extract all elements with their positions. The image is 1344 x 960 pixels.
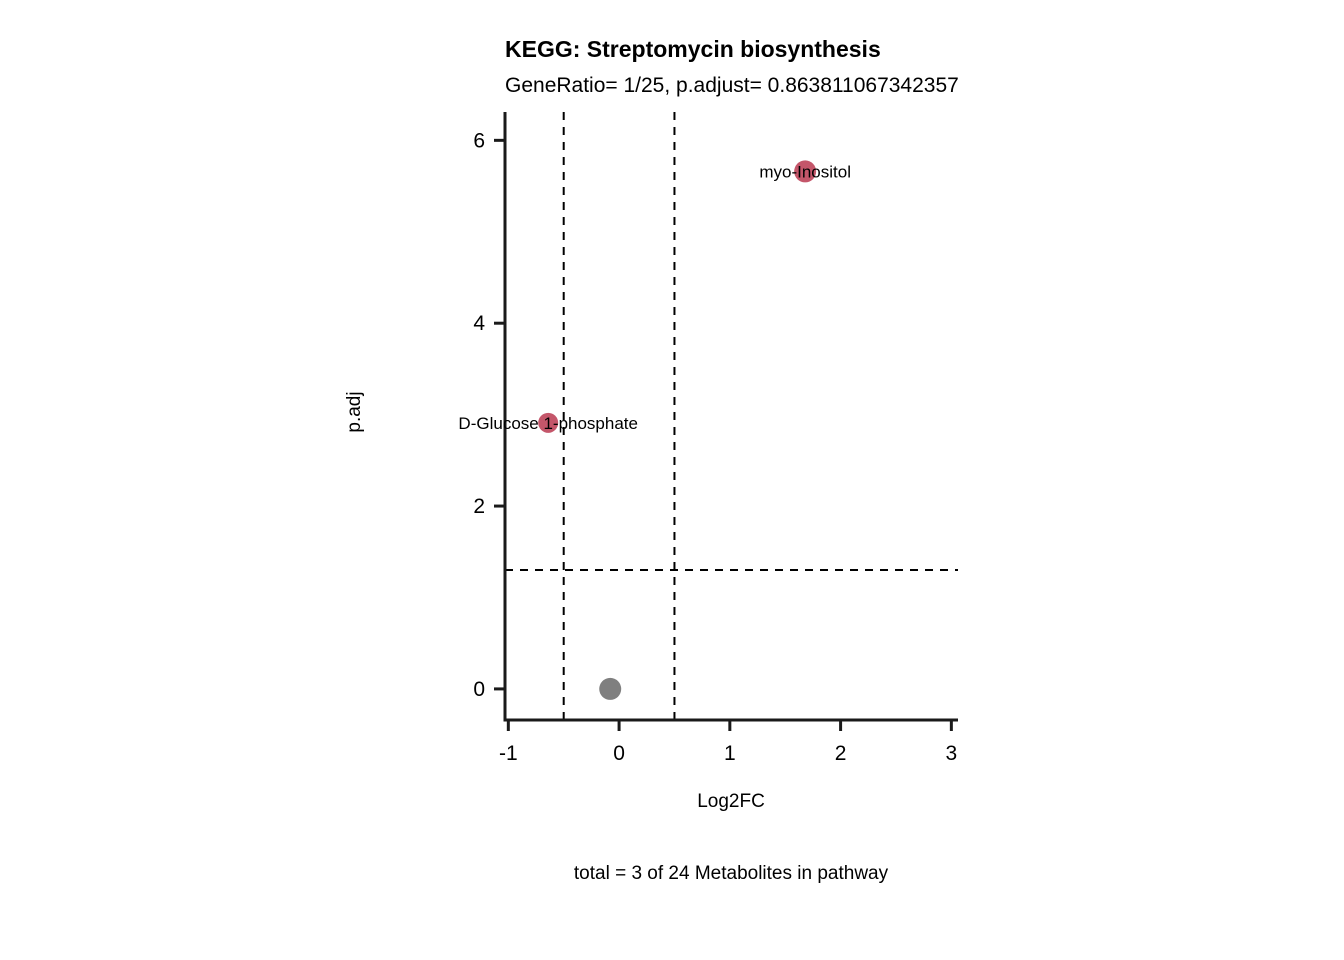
y-tick-label: 2 <box>473 495 485 518</box>
point-label: D-Glucose 1-phosphate <box>458 414 638 433</box>
chart-title: KEGG: Streptomycin biosynthesis <box>505 36 881 62</box>
data-point <box>599 677 622 700</box>
chart-subtitle: GeneRatio= 1/25, p.adjust= 0.86381106734… <box>505 74 959 97</box>
x-tick-label: 3 <box>946 742 958 765</box>
caption: total = 3 of 24 Metabolites in pathway <box>573 863 889 884</box>
x-tick-label: 2 <box>835 742 847 765</box>
y-tick-label: 6 <box>473 129 485 152</box>
data-point <box>538 412 559 433</box>
y-tick-label: 4 <box>473 312 485 335</box>
point-label: myo-Inositol <box>759 162 851 181</box>
x-axis-label: Log2FC <box>697 791 765 812</box>
x-tick-label: 0 <box>613 742 625 765</box>
x-tick-label: -1 <box>499 742 518 765</box>
data-point <box>794 160 817 183</box>
y-tick-label: 0 <box>473 678 485 701</box>
x-tick-label: 1 <box>724 742 736 765</box>
